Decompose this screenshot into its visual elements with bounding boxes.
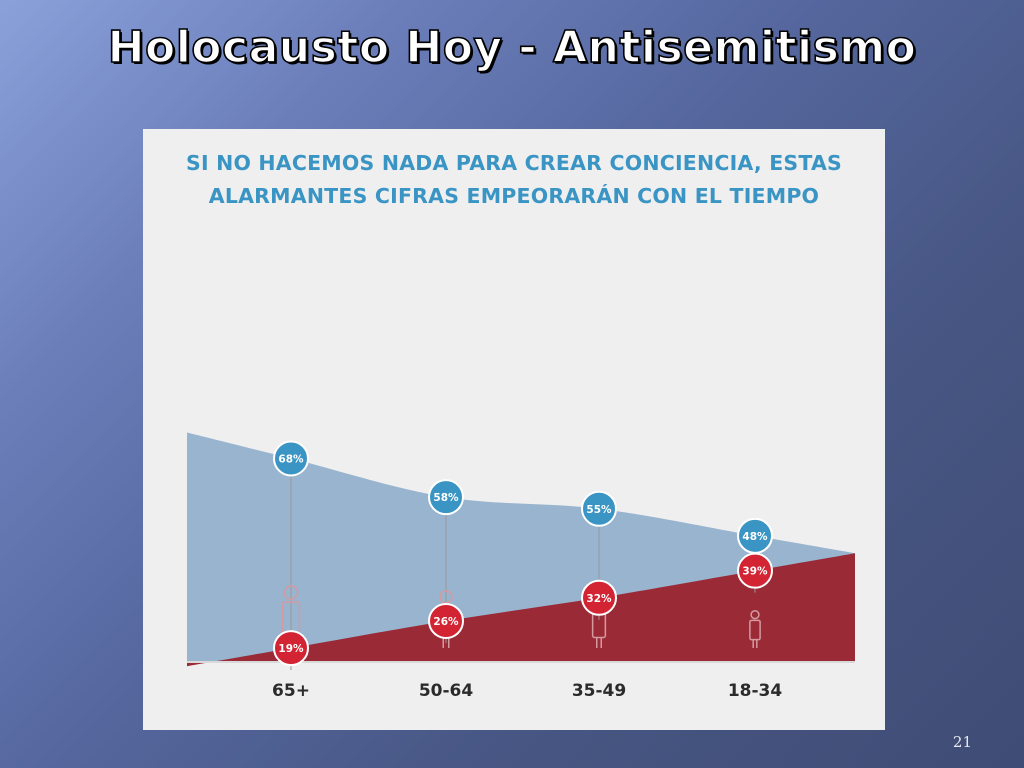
- person-icon: [749, 610, 761, 648]
- lower-point-2-marker: [581, 579, 617, 616]
- upper-point-2-label: 55%: [586, 504, 612, 516]
- lower-area: [187, 553, 855, 667]
- lower-point-0-label: 19%: [278, 643, 304, 655]
- slide-number: 21: [952, 733, 972, 751]
- lower-point-3-label: 39%: [742, 566, 768, 578]
- lower-point-1-marker: [428, 602, 464, 639]
- area-chart: 68% 19% 58% 26% 55% 32% 48% 39% 65+ 50-64 35-49 18-…: [187, 432, 855, 701]
- upper-point-2-marker: [581, 490, 617, 527]
- chart-headline: SI NO HACEMOS NADA PARA CREAR CONCIENCIA…: [143, 147, 885, 213]
- upper-point-3-label: 48%: [742, 531, 768, 543]
- category-label-1: 50-64: [419, 681, 474, 701]
- chart-headline-line-1: SI NO HACEMOS NADA PARA CREAR CONCIENCIA…: [185, 151, 842, 175]
- chart-panel: 68% 19% 58% 26% 55% 32% 48% 39% 65+ 50-64 35-49 18-…: [143, 129, 885, 730]
- category-label-0: 65+: [272, 681, 310, 701]
- category-label-2: 35-49: [572, 681, 626, 701]
- chart-headline-line-2: ALARMANTES CIFRAS EMPEORARÁN CON EL TIEM…: [208, 184, 820, 208]
- upper-point-1-label: 58%: [433, 492, 459, 504]
- lower-point-1-label: 26%: [433, 616, 459, 628]
- upper-point-0-label: 68%: [278, 453, 304, 465]
- upper-point-0-marker: [273, 440, 309, 477]
- upper-point-1-marker: [428, 479, 464, 516]
- lower-point-0-marker: [273, 630, 309, 667]
- slide-title: Holocausto Hoy - Antisemitismo: [107, 21, 917, 74]
- lower-point-3-marker: [737, 552, 773, 589]
- category-label-3: 18-34: [728, 681, 783, 701]
- lower-point-2-label: 32%: [586, 593, 612, 605]
